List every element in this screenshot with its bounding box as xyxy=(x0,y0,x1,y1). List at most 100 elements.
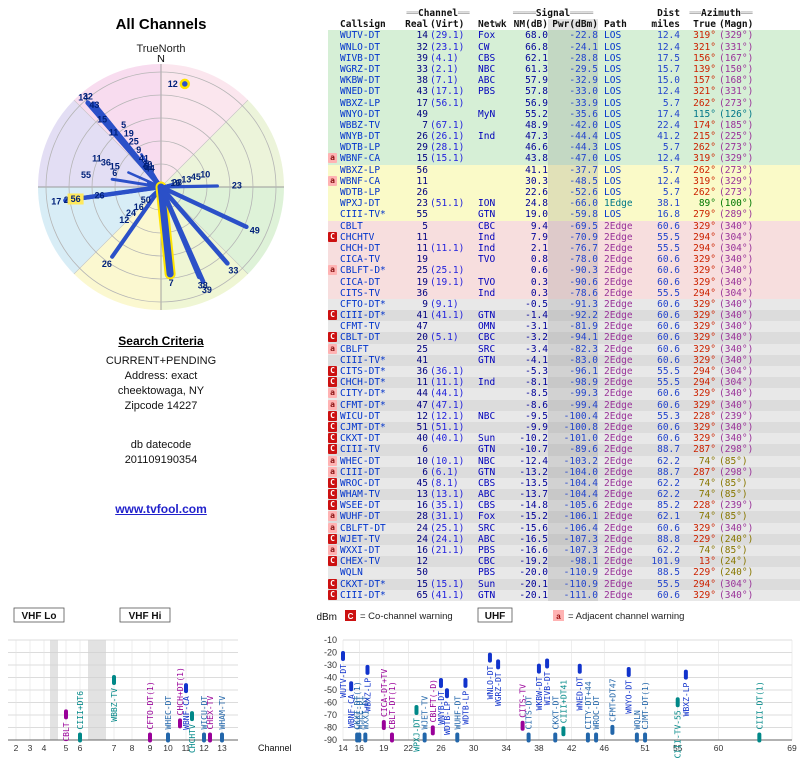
callsign-link[interactable]: WBBZ-TV xyxy=(340,119,381,131)
virtual-channel xyxy=(428,165,474,176)
callsign-link[interactable]: CHCH-DT xyxy=(340,242,381,254)
callsign-link[interactable]: CIII-TV xyxy=(340,444,381,456)
callsign-link[interactable]: CHEX-TV xyxy=(340,556,381,568)
callsign-link[interactable]: CIII-DT* xyxy=(340,310,386,322)
channel-tick-label: 9 xyxy=(148,743,153,753)
co-channel-warning-badge: C xyxy=(328,366,337,376)
path: LOS xyxy=(604,75,622,87)
warning-badge-cell xyxy=(328,165,340,176)
path: 2Edge xyxy=(604,556,633,568)
channel-tick-label: 11 xyxy=(182,743,191,753)
distance-miles: 5.7 xyxy=(662,187,680,198)
radar-sector xyxy=(161,187,284,274)
table-row: WDTB-LP 26 22.6 -52.6 LOS 5.7 262° (273°) xyxy=(328,187,800,199)
virtual-channel: (19.1) xyxy=(430,276,465,288)
callsign-link[interactable]: WBNF-CA xyxy=(340,153,381,165)
callsign-link[interactable]: CITS-DT* xyxy=(340,366,386,377)
callsign-link[interactable]: CHCHTV xyxy=(340,231,375,243)
callsign-link[interactable]: WHEC-DT xyxy=(340,455,381,467)
radar-ring xyxy=(68,94,254,280)
radar-channel-label: 20 xyxy=(142,159,152,169)
callsign-link[interactable]: CICA-DT xyxy=(340,276,381,288)
dbm-tick-label: -50 xyxy=(324,685,337,695)
callsign-link[interactable]: CBLFT xyxy=(340,343,369,355)
callsign-link[interactable]: WDTB-LP xyxy=(340,142,381,154)
table-row: C WSEE-DT 16 (35.1) CBS -14.8 -105.6 2Edge 85.2 2… xyxy=(328,500,800,512)
distance-miles: 62.1 xyxy=(657,511,680,523)
callsign-link[interactable]: WXXI-DT xyxy=(340,545,381,556)
table-row: CHCH-DT 11 (11.1) Ind 2.1 -76.7 2Edge 55.5 294°(… xyxy=(328,242,800,255)
azimuth-magnetic: (304°) xyxy=(719,377,754,389)
callsign-link[interactable]: CICA-TV xyxy=(340,254,381,266)
network xyxy=(474,120,508,131)
callsign-link[interactable]: CKXT-DT xyxy=(340,433,381,445)
power-dbm: -66.0 xyxy=(548,198,598,210)
callsign-link[interactable]: WNYO-DT xyxy=(340,108,381,120)
callsign-link[interactable]: CBLT xyxy=(340,220,363,232)
station-marker xyxy=(496,659,501,670)
callsign-link[interactable]: CIII-TV* xyxy=(340,209,386,221)
callsign-link[interactable]: WQLN xyxy=(340,567,363,579)
callsign-link[interactable]: WBXZ-LP xyxy=(340,97,381,109)
distance-miles: 60.6 xyxy=(657,433,680,445)
callsign-link[interactable]: CITY-DT* xyxy=(340,388,386,400)
radar-channel-label: 32 xyxy=(83,92,93,102)
path: 1Edge xyxy=(604,198,633,210)
callsign-link[interactable]: WROC-DT xyxy=(340,477,381,489)
callsign-link[interactable]: CKXT-DT* xyxy=(340,578,386,590)
callsign-link[interactable]: WPXJ-DT xyxy=(340,198,381,210)
callsign-link[interactable]: CITS-TV xyxy=(340,287,381,299)
callsign-link[interactable]: WIVB-DT xyxy=(340,52,381,64)
azimuth-magnetic: (340°) xyxy=(719,343,754,355)
callsign-link[interactable]: WKBW-DT xyxy=(340,75,381,87)
callsign-link[interactable]: CJMT-DT* xyxy=(340,421,386,433)
callsign-link[interactable]: CHCH-DT* xyxy=(340,377,386,389)
table-row: CITS-TV 36 Ind 0.3 -78.6 2Edge 55.5 294° (304°) xyxy=(328,287,800,299)
real-channel: 6 xyxy=(422,444,428,456)
network: TVO xyxy=(478,276,496,288)
azimuth-magnetic: (340°) xyxy=(719,220,754,232)
callsign-link[interactable]: CFTO-DT* xyxy=(340,298,386,310)
callsign-link[interactable]: WSEE-DT xyxy=(340,500,381,512)
azimuth-true: 329° xyxy=(693,220,716,232)
warning-badge-cell: C xyxy=(328,533,340,545)
callsign-link[interactable]: CFMT-DT* xyxy=(340,399,386,411)
virtual-channel: (41.1) xyxy=(430,589,465,601)
azimuth-magnetic: (240°) xyxy=(719,567,754,579)
power-dbm: -103.2 xyxy=(548,455,598,467)
callsign-link[interactable]: CIII-DT xyxy=(340,466,381,478)
callsign-link[interactable]: WICU-DT xyxy=(340,410,381,422)
callsign-link[interactable]: WUHF-DT xyxy=(340,511,381,523)
callsign-link[interactable]: WNED-DT xyxy=(340,86,381,98)
callsign-link[interactable]: WHAM-TV xyxy=(340,489,381,501)
network: GTN xyxy=(478,444,496,456)
callsign-link[interactable]: CFMT-TV xyxy=(340,321,381,333)
warning-badge-cell: C xyxy=(328,556,340,567)
callsign-link[interactable]: WGRZ-DT xyxy=(340,63,381,75)
azimuth-true: 321° xyxy=(693,86,716,98)
callsign-link[interactable]: WNLO-DT xyxy=(340,41,381,53)
tvfool-link[interactable]: www.tvfool.com xyxy=(115,502,207,516)
table-row: a WUHF-DT 28 (31.1) Fox -15.2 -106.1 2Edge 62.1 7… xyxy=(328,511,800,523)
azimuth-true: 174° xyxy=(693,119,716,131)
station-label: CITY-DT+44 xyxy=(584,681,593,729)
power-dbm: -47.0 xyxy=(548,153,598,165)
real-channel: 12 xyxy=(416,556,428,568)
callsign-link[interactable]: CBLFT-DT xyxy=(340,522,386,534)
callsign-link[interactable]: WJET-TV xyxy=(340,533,381,545)
station-marker xyxy=(64,709,68,720)
radar-channel-label: 12 xyxy=(168,79,178,89)
callsign-link[interactable]: CBLT-DT xyxy=(340,332,381,344)
callsign-link[interactable]: WUTV-DT xyxy=(340,30,381,42)
callsign-link[interactable]: WBXZ-LP xyxy=(340,164,381,176)
callsign-link[interactable]: WBNF-CA xyxy=(340,175,381,187)
callsign-link[interactable]: CIII-DT* xyxy=(340,589,386,601)
warning-badge-cell xyxy=(328,221,340,232)
callsign-link[interactable]: WNYB-DT xyxy=(340,131,381,143)
signal-group-header: ════Signal════ xyxy=(512,8,594,19)
callsign-link[interactable]: CBLFT-D* xyxy=(340,265,386,277)
adjacent-legend-letter: a xyxy=(556,612,561,621)
callsign-link[interactable]: WDTB-LP xyxy=(340,187,381,198)
callsign-link[interactable]: CIII-TV* xyxy=(340,354,386,366)
virtual-channel: (40.1) xyxy=(430,433,465,445)
